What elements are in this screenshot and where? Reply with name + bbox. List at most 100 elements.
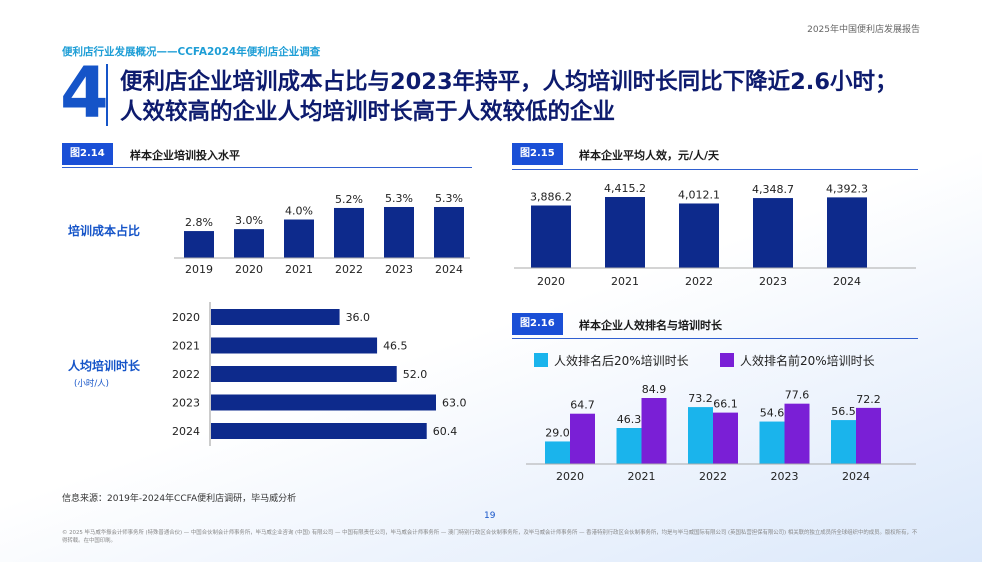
page-number: 19 [484,511,496,521]
rank-top20-bar [856,407,881,464]
rank-top20-value-label: 72.2 [856,393,881,406]
rank-bottom20-value-label: 46.3 [617,413,642,426]
section-number-divider [106,64,108,126]
rank-bottom20-bar [831,420,856,464]
headline-line-2: 人效较高的企业人均培训时长高于人效较低的企业 [120,99,616,125]
section-number: 4 [60,52,109,134]
avg-efficiency-bar [753,198,793,268]
avg-efficiency-chart: 3,886.2 2020 4,415.2 2021 4,012.1 2022 4,348.7… [514,182,916,288]
copyright-text: © 2025 毕马威华振会计师事务所 (特殊普通合伙) — 中国合伙制会计师事务… [62,530,918,544]
training-hours-value-label: 52.0 [403,368,428,381]
avg-efficiency-x-tick: 2021 [611,275,639,288]
fig-2-16-title: 样本企业人效排名与培训时长 [579,319,722,332]
cost-ratio-value-label: 5.2% [335,193,363,206]
avg-efficiency-value-label: 4,012.1 [678,188,720,201]
rank-bottom20-value-label: 73.2 [688,392,713,405]
cost-ratio-bar [184,231,214,258]
cost-ratio-bar [334,207,364,258]
fig-2-14-title: 样本企业培训投入水平 [130,149,240,162]
avg-efficiency-x-tick: 2023 [759,275,787,288]
cost-ratio-value-label: 3.0% [235,214,263,227]
training-hours-y-tick: 2022 [172,368,200,381]
fig-2-14-rule [62,167,472,168]
training-hours-value-label: 60.4 [433,425,458,438]
rank-bottom20-bar [759,421,785,464]
training-hours-chart: 36.0 2020 46.5 2021 52.0 2022 63.0 2023 60.4 2024 [172,302,467,446]
rank-bottom20-value-label: 56.5 [831,405,856,418]
cost-ratio-value-label: 5.3% [385,192,413,205]
report-title: 2025年中国便利店发展报告 [807,25,920,35]
avg-efficiency-value-label: 4,348.7 [752,183,794,196]
training-hours-bar [211,337,378,354]
cost-ratio-bar [434,207,464,258]
cost-ratio-x-tick: 2024 [435,263,463,276]
training-hours-value-label: 36.0 [346,311,371,324]
avg-efficiency-x-tick: 2020 [537,275,565,288]
avg-efficiency-bar [679,203,719,268]
avg-efficiency-value-label: 4,392.3 [826,182,868,195]
training-hours-bar [211,309,340,325]
rank-top20-bar [713,412,738,464]
fig-2-14-tag: 图2.14 [62,143,113,165]
rank-bottom20-bar [616,428,642,464]
cost-ratio-value-label: 5.3% [435,192,463,205]
fig-2-15-tag: 图2.15 [512,143,563,165]
avg-efficiency-bar [605,197,645,268]
rank-top20-bar [784,403,810,464]
cost-ratio-bar [384,207,414,258]
training-hours-bar [211,394,436,411]
section-label: 便利店行业发展概况——CCFA2024年便利店企业调查 [62,46,321,58]
fig-2-15-title: 样本企业平均人效，元/人/天 [579,149,720,162]
cost-ratio-x-tick: 2023 [385,263,413,276]
cost-ratio-x-tick: 2020 [235,263,263,276]
cost-ratio-x-tick: 2019 [185,263,213,276]
efficiency-rank-chart: 29.0 64.7 2020 46.3 84.9 2021 73.2 66.1 2022 54.6… [526,383,916,483]
avg-efficiency-x-tick: 2024 [833,275,861,288]
rank-x-tick: 2024 [842,470,870,483]
training-hours-y-tick: 2021 [172,340,200,353]
training-hours-bar [211,423,427,439]
legend-label-bottom20: 人效排名后20%培训时长 [554,354,689,368]
cost-ratio-value-label: 2.8% [185,216,213,229]
fig-2-15-rule [512,169,918,170]
training-hours-y-tick: 2023 [172,397,200,410]
avg-efficiency-value-label: 4,415.2 [604,182,646,195]
fig-2-16-rule [512,338,918,339]
avg-efficiency-bar [531,205,571,268]
training-hours-y-tick: 2020 [172,311,200,324]
legend-label-top20: 人效排名前20%培训时长 [740,354,875,368]
source-note: 信息来源：2019年-2024年CCFA便利店调研，毕马威分析 [62,494,297,504]
cost-ratio-label: 培训成本占比 [68,224,141,238]
rank-x-tick: 2022 [699,470,727,483]
avg-efficiency-value-label: 3,886.2 [530,191,572,204]
avg-efficiency-bar [827,197,867,268]
training-hours-unit: (小时/人) [74,379,109,389]
fig-2-16-tag: 图2.16 [512,313,563,335]
rank-bottom20-bar [688,407,713,464]
rank-x-tick: 2021 [628,470,656,483]
training-cost-ratio-chart: 2.8% 2019 3.0% 2020 4.0% 2021 5.2% 2022 5.3% 2023… [174,192,470,276]
rank-top20-bar [570,413,595,464]
rank-top20-value-label: 77.6 [785,389,810,402]
cost-ratio-value-label: 4.0% [285,205,313,218]
training-hours-bar [211,366,397,382]
legend-swatch-bottom20 [534,353,548,367]
cost-ratio-bar [284,219,314,258]
rank-bottom20-value-label: 54.6 [760,407,785,420]
training-hours-value-label: 46.5 [383,340,408,353]
rank-bottom20-bar [545,441,570,464]
legend-swatch-top20 [720,353,734,367]
rank-top20-bar [641,398,667,464]
rank-top20-value-label: 66.1 [713,398,738,411]
headline-line-1: 便利店企业培训成本占比与2023年持平，人均培训时长同比下降近2.6小时； [120,69,898,95]
training-hours-y-tick: 2024 [172,425,200,438]
rank-top20-value-label: 84.9 [642,383,667,396]
avg-efficiency-x-tick: 2022 [685,275,713,288]
cost-ratio-x-tick: 2022 [335,263,363,276]
rank-top20-value-label: 64.7 [570,399,595,412]
rank-x-tick: 2020 [556,470,584,483]
cost-ratio-x-tick: 2021 [285,263,313,276]
training-hours-label: 人均培训时长 [68,359,141,373]
rank-bottom20-value-label: 29.0 [545,426,570,439]
training-hours-value-label: 63.0 [442,397,467,410]
